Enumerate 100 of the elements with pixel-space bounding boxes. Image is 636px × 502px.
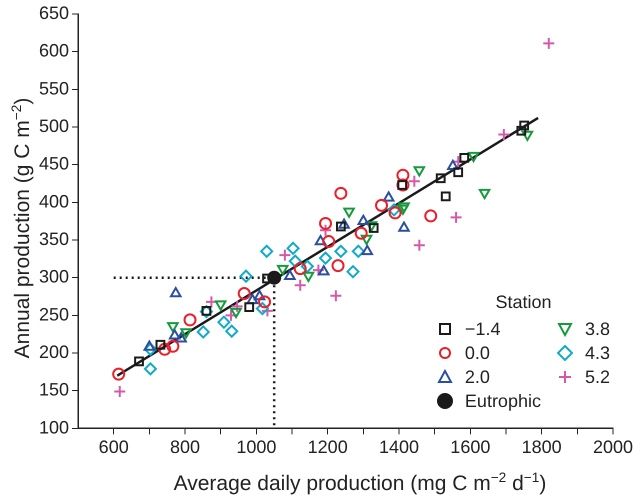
point (343, 208, 355, 218)
point (346, 265, 360, 278)
point (170, 287, 182, 298)
point (167, 322, 179, 332)
point (478, 188, 490, 200)
point (352, 244, 365, 258)
point (388, 203, 401, 216)
y-tick-label: 600 (38, 40, 70, 61)
point (286, 242, 300, 255)
point (294, 262, 307, 276)
point (396, 168, 410, 182)
point (366, 221, 378, 232)
point (522, 130, 534, 142)
x-tick-label: 800 (170, 437, 200, 458)
point (134, 356, 144, 366)
point (329, 289, 342, 302)
point (368, 223, 379, 233)
x-tick-label: 1200 (308, 437, 348, 458)
point (260, 244, 274, 258)
x-tick-label: 1400 (378, 437, 420, 458)
point (113, 384, 126, 398)
point (322, 235, 336, 248)
point (414, 166, 426, 176)
point (360, 234, 372, 246)
point (398, 202, 410, 213)
point (334, 186, 348, 200)
legend-label: Eutrophic (464, 390, 541, 412)
y-tick-label: 550 (38, 78, 70, 98)
legend-label: 5.2 (584, 366, 610, 388)
point (240, 270, 253, 283)
y-tick-label: 250 (38, 304, 70, 324)
point (294, 278, 307, 292)
point (144, 340, 156, 351)
point (450, 210, 463, 224)
point (332, 259, 345, 272)
point (278, 248, 292, 262)
point (453, 167, 464, 178)
point (436, 173, 446, 184)
point (196, 325, 210, 338)
x-tick-label: 2000 (592, 437, 633, 458)
point (276, 264, 288, 276)
y-tick-label: 150 (38, 380, 70, 400)
y-tick-label: 450 (38, 154, 70, 174)
point (319, 252, 332, 265)
point (184, 313, 197, 326)
legend-label: 0.0 (464, 342, 490, 364)
y-tick-label: 400 (38, 191, 70, 212)
legend-label: 4.3 (584, 342, 610, 364)
point (144, 362, 157, 376)
point (300, 260, 314, 273)
point (288, 254, 302, 268)
y-tick-label: 350 (38, 229, 70, 250)
point (497, 128, 510, 142)
point (225, 324, 238, 338)
point (302, 272, 314, 282)
point (260, 304, 274, 318)
y-tick-label: 100 (38, 417, 70, 438)
point (334, 244, 348, 258)
point (284, 270, 296, 280)
point (318, 265, 330, 276)
point (238, 287, 251, 300)
point (452, 155, 465, 168)
point (319, 216, 332, 230)
y-tick-label: 650 (38, 2, 70, 23)
point (217, 316, 230, 329)
point (244, 302, 254, 312)
y-tick-label: 300 (38, 266, 70, 287)
point (516, 126, 526, 136)
point (112, 368, 126, 381)
point (256, 302, 269, 316)
point (519, 120, 530, 130)
point (412, 238, 426, 252)
point (319, 224, 332, 237)
point (542, 36, 556, 50)
point (314, 235, 326, 246)
point (354, 226, 368, 240)
point (312, 264, 325, 277)
point (440, 191, 451, 202)
legend-label: 2.0 (464, 366, 490, 388)
point (361, 244, 374, 256)
x-tick-label: 1000 (236, 437, 276, 458)
point (204, 295, 218, 308)
point (468, 152, 480, 162)
x-axis-title: Average daily production (mg C m$^{−2}$ d$^{−1}$) (172, 470, 548, 496)
x-tick-label: 1800 (522, 437, 562, 458)
y-tick-label: 200 (38, 342, 70, 362)
x-tick-label: 1600 (450, 437, 490, 458)
y-tick-label: 500 (38, 116, 70, 136)
point (375, 198, 388, 212)
point (168, 329, 180, 340)
point (397, 204, 409, 215)
point (254, 290, 266, 300)
point (246, 294, 258, 304)
point (230, 300, 244, 313)
legend-title: Station (494, 292, 552, 313)
point (166, 340, 180, 353)
point (388, 206, 402, 220)
point (175, 332, 187, 342)
point (424, 209, 438, 222)
point (156, 340, 166, 350)
